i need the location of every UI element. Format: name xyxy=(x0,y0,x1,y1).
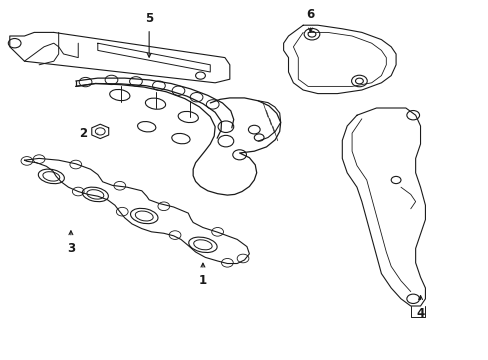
Text: 5: 5 xyxy=(145,12,153,24)
Text: 6: 6 xyxy=(306,8,314,21)
Text: 1: 1 xyxy=(199,274,206,287)
Text: 4: 4 xyxy=(416,307,424,320)
Text: 2: 2 xyxy=(79,127,87,140)
Text: 3: 3 xyxy=(67,242,75,255)
